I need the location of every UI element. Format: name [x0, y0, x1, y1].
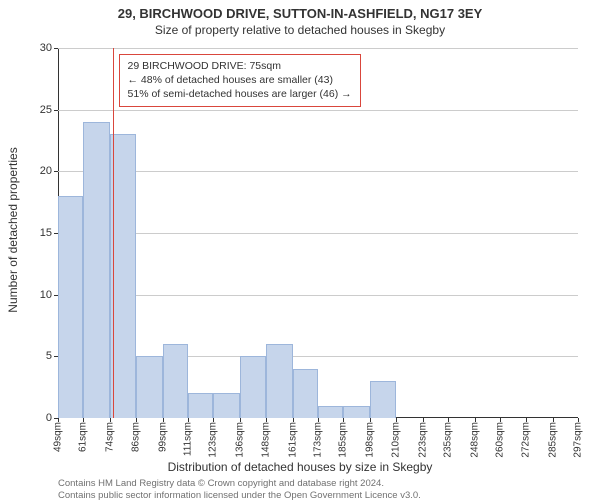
xtick-label: 260sqm — [495, 418, 506, 458]
marker-line — [113, 48, 115, 418]
xtick-label: 198sqm — [365, 418, 376, 458]
histogram-bar — [318, 406, 343, 418]
histogram-bar — [213, 393, 240, 418]
grid-line — [58, 233, 578, 234]
histogram-bar — [266, 344, 293, 418]
xtick-label: 235sqm — [443, 418, 454, 458]
xtick-label: 136sqm — [235, 418, 246, 458]
ytick-label: 5 — [46, 350, 58, 362]
xtick-label: 210sqm — [390, 418, 401, 458]
annotation-line: 51% of semi-detached houses are larger (… — [128, 87, 352, 101]
ytick-label: 30 — [40, 42, 58, 54]
xtick-label: 223sqm — [417, 418, 428, 458]
xtick-label: 272sqm — [520, 418, 531, 458]
histogram-bar — [83, 122, 110, 418]
histogram-bar — [293, 369, 318, 418]
histogram-bar — [370, 381, 395, 418]
histogram-bar — [110, 134, 135, 418]
xtick-label: 173sqm — [313, 418, 324, 458]
histogram-bar — [136, 356, 163, 418]
annotation-line: 29 BIRCHWOOD DRIVE: 75sqm — [128, 59, 352, 73]
x-axis-label: Distribution of detached houses by size … — [0, 460, 600, 474]
histogram-bar — [343, 406, 370, 418]
xtick-label: 185sqm — [338, 418, 349, 458]
xtick-label: 285sqm — [547, 418, 558, 458]
ytick-label: 20 — [40, 165, 58, 177]
ytick-label: 25 — [40, 104, 58, 116]
annotation-line: ← 48% of detached houses are smaller (43… — [128, 73, 352, 87]
xtick-label: 61sqm — [78, 418, 89, 452]
xtick-label: 49sqm — [53, 418, 64, 452]
histogram-bar — [163, 344, 188, 418]
footnote-line: Contains public sector information licen… — [58, 490, 421, 502]
grid-line — [58, 48, 578, 49]
grid-line — [58, 171, 578, 172]
histogram-bar — [240, 356, 265, 418]
xtick-label: 297sqm — [573, 418, 584, 458]
xtick-label: 111sqm — [183, 418, 194, 456]
histogram-chart: 29, BIRCHWOOD DRIVE, SUTTON-IN-ASHFIELD,… — [0, 0, 600, 500]
chart-subtitle: Size of property relative to detached ho… — [0, 21, 600, 37]
xtick-label: 86sqm — [130, 418, 141, 452]
xtick-label: 248sqm — [470, 418, 481, 458]
histogram-bar — [188, 393, 213, 418]
y-axis-label: Number of detached properties — [6, 147, 20, 312]
xtick-label: 99sqm — [157, 418, 168, 452]
plot-area: 05101520253049sqm61sqm74sqm86sqm99sqm111… — [58, 48, 578, 418]
xtick-label: 74sqm — [105, 418, 116, 452]
grid-line — [58, 295, 578, 296]
ytick-label: 10 — [40, 289, 58, 301]
xtick-label: 123sqm — [208, 418, 219, 458]
annotation-box: 29 BIRCHWOOD DRIVE: 75sqm← 48% of detach… — [119, 54, 361, 107]
histogram-bar — [58, 196, 83, 418]
xtick-label: 161sqm — [287, 418, 298, 458]
footnote-line: Contains HM Land Registry data © Crown c… — [58, 478, 421, 490]
footnote: Contains HM Land Registry data © Crown c… — [58, 478, 421, 503]
ytick-label: 15 — [40, 227, 58, 239]
chart-title: 29, BIRCHWOOD DRIVE, SUTTON-IN-ASHFIELD,… — [0, 0, 600, 21]
xtick-label: 148sqm — [260, 418, 271, 458]
grid-line — [58, 110, 578, 111]
